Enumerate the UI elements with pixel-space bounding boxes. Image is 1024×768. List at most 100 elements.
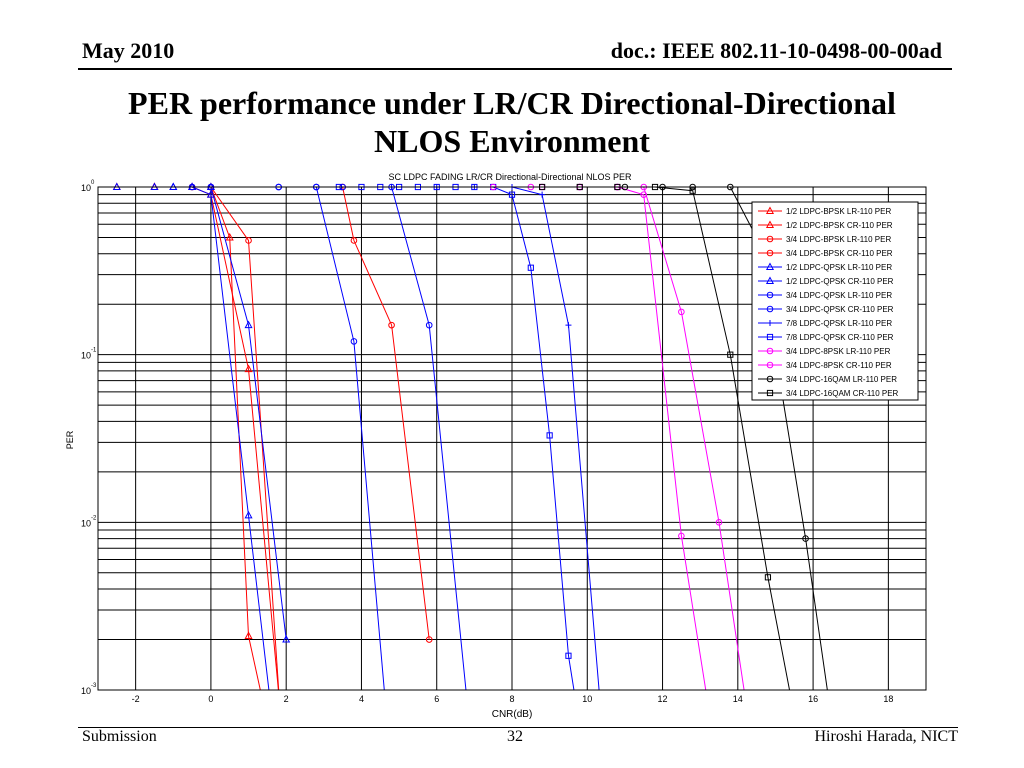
series-line [342,187,430,640]
footer-page-number: 32 [507,728,523,745]
series-line [210,187,467,690]
slide-title-line2: NLOS Environment [374,123,650,159]
legend-entry: 1/2 LDPC-BPSK LR-110 PER [786,207,891,216]
x-tick-label: 6 [434,694,439,704]
y-tick-label: 10 [81,183,91,193]
legend-entry: 3/4 LDPC-QPSK LR-110 PER [786,291,892,300]
data-point-circle [678,532,685,540]
legend-entry: 3/4 LDPC-QPSK CR-110 PER [786,305,894,314]
y-tick-exponent: -2 [91,515,97,521]
x-tick-label: 16 [808,694,818,704]
data-point-circle [802,535,809,542]
data-point-circle [766,249,774,257]
data-point-circle [766,305,774,313]
legend-entry: 7/8 LDPC-QPSK LR-110 PER [786,319,892,328]
data-point-circle [388,321,395,329]
data-point-plus [539,191,546,198]
legend-entry: 3/4 LDPC-BPSK LR-110 PER [786,235,891,244]
data-point-circle [766,361,774,369]
footer-submission: Submission [82,728,157,745]
x-tick-label: 0 [208,694,213,704]
data-point-triangle [765,220,775,228]
legend-entry: 1/2 LDPC-QPSK CR-110 PER [786,277,894,286]
data-point-triangle [225,232,234,241]
x-tick-label: 14 [733,694,743,704]
series-line [154,187,261,690]
series-line [192,187,385,690]
data-point-circle [766,375,774,383]
data-point-triangle [244,364,253,373]
y-tick-exponent: 0 [91,180,95,186]
y-tick-exponent: -1 [91,348,97,354]
legend-entry: 3/4 LDPC-BPSK CR-110 PER [786,249,893,258]
footer-rule [78,727,958,728]
data-point-square [527,264,534,271]
slide-title-line1: PER performance under LR/CR Directional-… [128,85,896,121]
y-tick-label: 10 [81,686,91,696]
data-point-triangle [765,206,775,214]
data-point-square [689,187,696,194]
data-point-triangle [206,190,215,198]
data-point-square [546,432,553,439]
x-ticks: -2 0 2 4 6 8 10 12 14 16 18 [132,694,894,704]
legend-box [751,201,919,401]
data-point-triangle [244,320,253,329]
data-point-circle [425,321,433,329]
series-line [173,187,270,690]
header-doc-id: doc.: IEEE 802.11-10-0498-00-00ad [610,38,942,63]
y-tick-exponent: -3 [91,683,97,689]
legend-entry: 1/2 LDPC-BPSK CR-110 PER [786,221,893,230]
x-tick-label: 18 [883,694,893,704]
data-point-triangle [244,510,253,519]
plot-frame [97,186,927,691]
legend-entry: 3/4 LDPC-8PSK LR-110 PER [786,347,891,356]
data-point-plus [565,322,572,329]
x-tick-label: 4 [359,694,364,704]
data-point-square [766,389,774,397]
data-point-square [766,333,774,341]
series-line [192,187,280,690]
x-tick-label: -2 [132,694,140,704]
legend-entry: 1/2 LDPC-QPSK LR-110 PER [786,263,892,272]
data-point-circle [678,308,685,316]
header-rule [78,68,952,70]
data-point-plus [767,320,773,326]
data-point-triangle [244,631,253,639]
series-line [542,187,791,690]
chart-title: SC LDPC FADING LR/CR Directional-Directi… [388,172,632,182]
x-tick-label: 2 [284,694,289,704]
y-tick-label: 10 [81,351,91,361]
data-point-circle [766,235,774,243]
x-axis-label: CNR(dB) [492,709,533,720]
legend-entry: 3/4 LDPC-16QAM CR-110 PER [786,389,899,398]
data-point-circle [640,191,648,198]
legend: 1/2 LDPC-BPSK LR-110 PER 1/2 LDPC-BPSK CR… [751,201,919,401]
legend-entry: 3/4 LDPC-8PSK CR-110 PER [786,361,892,370]
y-tick-label: 10 [81,518,91,528]
data-point-triangle [765,262,775,270]
slide-title: PER performance under LR/CR Directional-… [60,84,964,160]
legend-entry: 3/4 LDPC-16QAM LR-110 PER [786,375,897,384]
data-point-circle [766,347,774,355]
data-point-square [727,351,734,358]
y-axis-label: PER [65,430,75,449]
data-point-triangle [765,276,775,284]
series-line [542,187,745,690]
legend-entry: 7/8 LDPC-QPSK CR-110 PER [786,333,894,342]
data-point-square [565,652,572,659]
x-tick-label: 10 [582,694,592,704]
data-point-square [508,191,516,198]
data-point-circle [245,237,252,244]
data-point-circle [425,636,433,643]
data-point-circle [766,291,774,299]
x-tick-label: 8 [509,694,514,704]
data-point-circle [715,519,723,526]
header-date: May 2010 [82,38,175,63]
series-line [493,187,707,690]
footer-author: Hiroshi Harada, NICT [814,728,958,745]
series-line [338,187,575,690]
data-point-triangle [282,634,291,643]
data-point-circle [350,237,358,244]
data-point-square [764,574,772,581]
